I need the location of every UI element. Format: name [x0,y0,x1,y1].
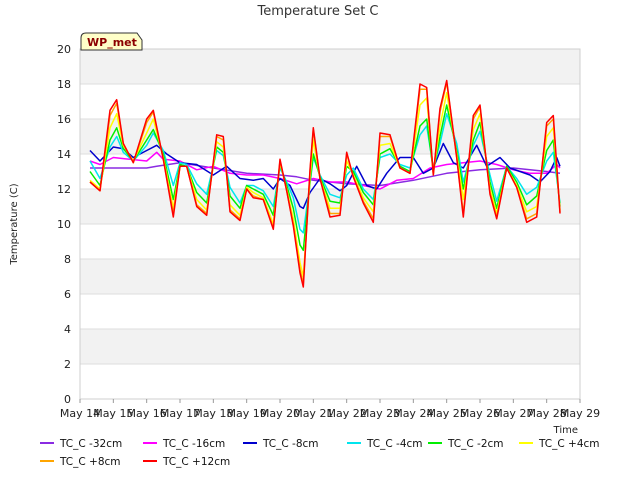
y-tick-label: 10 [57,218,71,231]
y-axis-label: Temperature (C) [9,183,20,265]
x-axis-label: Time [553,425,578,436]
y-tick-label: 4 [64,323,71,336]
y-tick-label: 18 [57,78,71,91]
x-tick-label: May 28 [527,407,567,420]
x-tick-label: May 19 [227,407,267,420]
x-tick-label: May 14 [60,407,100,420]
grid-band [80,49,580,84]
y-tick-label: 14 [57,148,71,161]
x-tick-label: May 17 [160,407,200,420]
legend-label: TC_C -4cm [366,438,423,450]
badge-shape [80,32,143,51]
grid-bands [80,49,580,364]
x-tick-label: May 26 [460,407,500,420]
series-line [89,104,561,252]
x-tick-label: May 25 [427,407,467,420]
y-tick-label: 2 [64,358,71,371]
chart-title: Temperature Set C [256,4,378,19]
grid-band [80,259,580,294]
y-tick-label: 12 [57,183,71,196]
x-tick-label: May 24 [393,407,433,420]
series-line [90,161,561,187]
badge-label: WP_met [87,36,137,49]
series-line [89,79,561,288]
series-line [89,81,561,285]
x-tick-label: May 16 [127,407,167,420]
legend-label: TC_C +12cm [162,456,230,468]
series-line [89,142,561,210]
legend-label: TC_C -2cm [447,438,504,450]
y-axis-ticks: 0 2 4 6 8 10 12 14 16 18 20 [57,43,71,406]
x-tick-label: May 27 [493,407,533,420]
x-tick-label: May 29 [560,407,600,420]
series-lines [89,79,561,288]
grid-band [80,119,580,154]
legend-label: TC_C +4cm [538,438,600,450]
x-tick-label: May 20 [260,407,300,420]
legend-label: TC_C -32cm [59,438,122,450]
station-badge: WP_met [80,32,143,51]
legend: TC_C -32cm TC_C -16cm TC_C -8cm TC_C -4cm TC… [40,438,600,468]
legend-label: TC_C +8cm [59,456,121,468]
y-tick-label: 8 [64,253,71,266]
y-tick-label: 6 [64,288,71,301]
x-tick-label: May 15 [93,407,133,420]
grid-band [80,329,580,364]
grid-lines [80,48,580,400]
y-tick-label: 16 [57,113,71,126]
x-tick-label: May 22 [327,407,367,420]
x-tick-label: May 21 [293,407,333,420]
y-tick-label: 20 [57,43,71,56]
y-tick-label: 0 [64,393,71,406]
plot-frame [79,48,581,400]
x-tick-label: May 18 [193,407,233,420]
x-tick-label: May 23 [360,407,400,420]
legend-label: TC_C -8cm [262,438,319,450]
legend-label: TC_C -16cm [162,438,225,450]
